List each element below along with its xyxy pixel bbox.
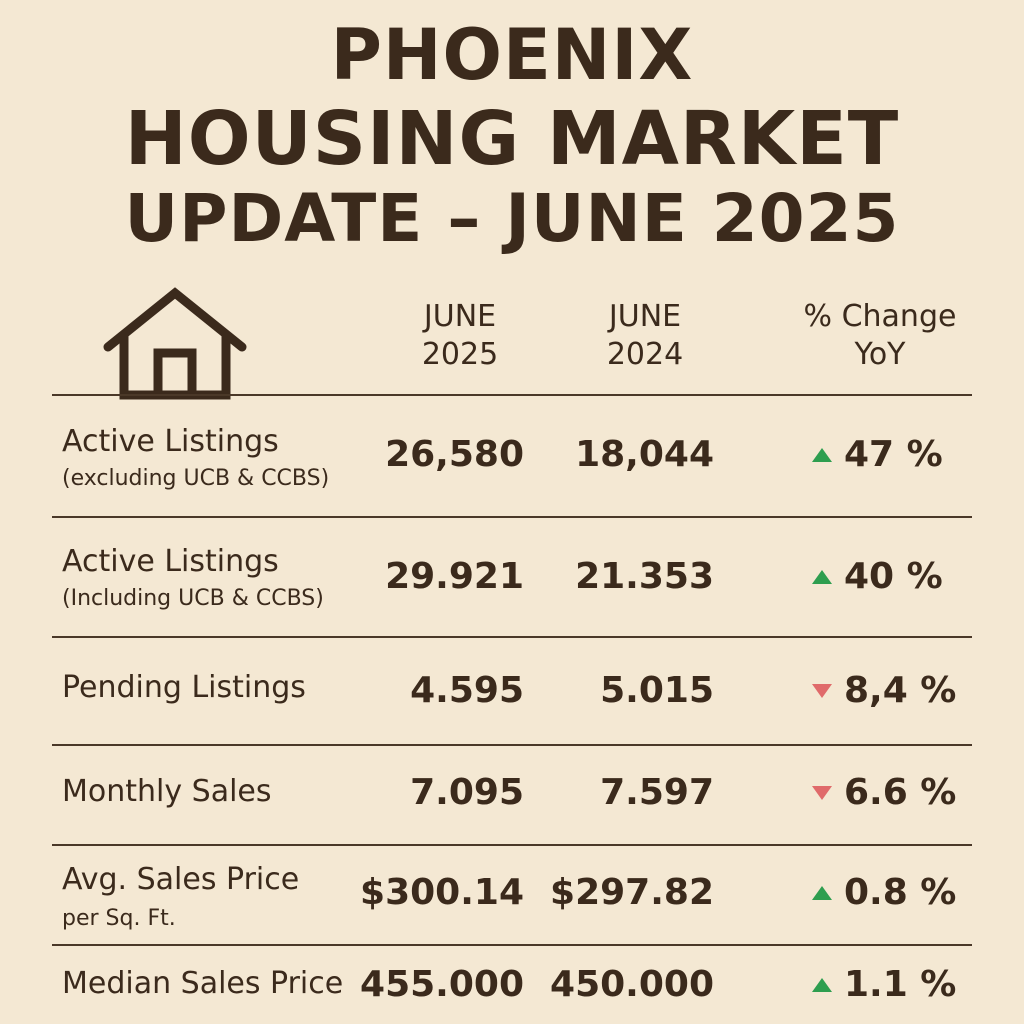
divider: [52, 636, 972, 638]
row-sublabel: (Including UCB & CCBS): [62, 586, 324, 611]
value-2024: 18,044: [575, 434, 714, 475]
change-cell: 40 %: [812, 556, 972, 597]
row-label: Monthly Sales: [62, 774, 272, 809]
change-value: 1.1 %: [844, 964, 957, 1005]
change-value: 0.8 %: [844, 872, 957, 913]
value-2024: 450.000: [550, 964, 714, 1005]
table-row: Avg. Sales Price per Sq. Ft. $300.14 $29…: [52, 846, 972, 944]
table-row: Active Listings (Including UCB & CCBS) 2…: [52, 518, 972, 636]
table-row: Median Sales Price 455.000 450.000 1.1 %: [52, 946, 972, 1024]
value-2025: 29.921: [385, 556, 524, 597]
row-label: Active Listings: [62, 544, 279, 579]
change-value: 6.6 %: [844, 772, 957, 813]
title-line-1: PHOENIX: [330, 14, 694, 96]
column-header-june-2025: JUNE 2025: [421, 299, 499, 372]
value-2024: 5.015: [600, 670, 714, 711]
change-value: 40 %: [844, 556, 943, 597]
title-line-3: UPDATE – JUNE 2025: [124, 180, 900, 257]
change-cell: 0.8 %: [812, 872, 972, 913]
change-value: 8,4 %: [844, 670, 957, 711]
table-row: Pending Listings 4.595 5.015 8,4 %: [52, 638, 972, 744]
row-label: Pending Listings: [62, 670, 306, 705]
column-header-change-yoy: % Change YoY: [803, 299, 957, 372]
value-2025: 26,580: [385, 434, 524, 475]
up-arrow-icon: [812, 569, 832, 584]
change-value: 47 %: [844, 434, 943, 475]
change-cell: 1.1 %: [812, 964, 972, 1005]
value-2025: 7.095: [410, 772, 524, 813]
change-cell: 6.6 %: [812, 772, 972, 813]
up-arrow-icon: [812, 885, 832, 900]
down-arrow-icon: [812, 683, 832, 698]
value-2024: 21.353: [575, 556, 714, 597]
divider: [52, 944, 972, 946]
change-cell: 8,4 %: [812, 670, 972, 711]
table-row: Active Listings (excluding UCB & CCBS) 2…: [52, 396, 972, 516]
title-line-2: HOUSING MARKET: [124, 96, 900, 182]
house-icon: [103, 287, 247, 400]
row-label: Avg. Sales Price: [62, 862, 300, 897]
value-2025: $300.14: [360, 872, 524, 913]
table-row: Monthly Sales 7.095 7.597 6.6 %: [52, 746, 972, 844]
divider: [52, 744, 972, 746]
down-arrow-icon: [812, 785, 832, 800]
divider: [52, 516, 972, 518]
change-cell: 47 %: [812, 434, 972, 475]
row-label: Active Listings: [62, 424, 279, 459]
up-arrow-icon: [812, 447, 832, 462]
row-sublabel: per Sq. Ft.: [62, 906, 176, 931]
value-2024: 7.597: [600, 772, 714, 813]
value-2025: 455.000: [360, 964, 524, 1005]
divider: [52, 844, 972, 846]
row-sublabel: (excluding UCB & CCBS): [62, 466, 330, 491]
row-label: Median Sales Price: [62, 966, 344, 1001]
up-arrow-icon: [812, 977, 832, 992]
divider: [52, 394, 972, 396]
value-2025: 4.595: [410, 670, 524, 711]
column-header-june-2024: JUNE 2024: [606, 299, 684, 372]
value-2024: $297.82: [550, 872, 714, 913]
